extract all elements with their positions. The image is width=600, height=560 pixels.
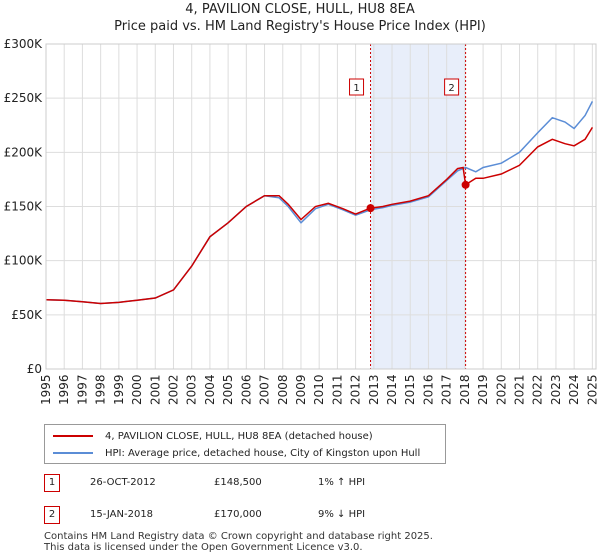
- x-tick-label: 2001: [148, 374, 162, 405]
- price-chart: 1 2 £0 £50K £100K £150K £200K £250K £300K 1995 199…: [4, 37, 600, 405]
- x-tick-label: 2006: [239, 374, 253, 405]
- x-tick-label: 2016: [421, 374, 435, 405]
- transaction-date: 15-JAN-2018: [90, 509, 154, 520]
- x-tick-label: 1997: [75, 374, 89, 405]
- y-tick-label: £100K: [4, 254, 44, 268]
- x-tick-label: 1995: [39, 374, 53, 405]
- y-tick-label: £300K: [4, 37, 44, 51]
- legend-label-hpi: HPI: Average price, detached house, City…: [105, 447, 421, 459]
- x-tick-label: 2000: [130, 374, 144, 405]
- x-tick-label: 2010: [312, 374, 326, 405]
- x-tick-label: 2009: [294, 374, 308, 405]
- transaction-row: 1 26-OCT-2012 £148,500 1% ↑ HPI: [44, 474, 584, 492]
- marker-label: 2: [448, 83, 454, 94]
- transaction-hpi-change: 9% ↓ HPI: [318, 509, 366, 520]
- transaction-price: £148,500: [214, 477, 262, 488]
- y-tick-label: £50K: [11, 308, 43, 322]
- sale-point: [461, 180, 470, 189]
- x-tick-label: 2022: [531, 374, 545, 405]
- y-tick-label: £150K: [4, 200, 44, 214]
- x-tick-label: 2005: [221, 374, 235, 405]
- x-tick-label: 2017: [440, 374, 454, 405]
- footer-copyright: Contains HM Land Registry data © Crown c…: [44, 531, 433, 542]
- transaction-marker: 2: [44, 506, 60, 524]
- transaction-hpi-change: 1% ↑ HPI: [318, 477, 366, 488]
- transaction-date: 26-OCT-2012: [90, 477, 156, 488]
- marker-label: 1: [353, 83, 359, 94]
- legend-swatch-property: [53, 435, 93, 437]
- x-tick-label: 2019: [476, 374, 490, 405]
- x-tick-label: 2003: [185, 374, 199, 405]
- chart-title: 4, PAVILION CLOSE, HULL, HU8 8EA: [185, 2, 415, 17]
- x-tick-label: 2021: [513, 374, 527, 405]
- transaction-price: £170,000: [214, 509, 262, 520]
- x-tick-label: 2002: [166, 374, 180, 405]
- marker-box: [349, 78, 365, 96]
- chart-legend: 4, PAVILION CLOSE, HULL, HU8 8EA (detach…: [44, 424, 446, 464]
- legend-swatch-hpi: [53, 452, 93, 454]
- footer-license: This data is licensed under the Open Gov…: [44, 542, 363, 553]
- x-tick-label: 2011: [330, 374, 344, 405]
- property-price-line: [45, 127, 594, 305]
- x-tick-label: 2020: [494, 374, 508, 405]
- marker-box: [444, 78, 460, 96]
- x-tick-label: 2023: [549, 374, 563, 405]
- x-tick-label: 2024: [567, 374, 581, 405]
- footer: Contains HM Land Registry data © Crown c…: [44, 531, 433, 553]
- x-tick-label: 2012: [349, 374, 363, 405]
- chart-subtitle: Price paid vs. HM Land Registry's House …: [114, 19, 486, 34]
- y-tick-label: £200K: [4, 145, 44, 159]
- x-tick-label: 2007: [258, 374, 272, 405]
- x-tick-label: 1998: [94, 374, 108, 405]
- x-tick-label: 2013: [367, 374, 381, 405]
- legend-label-property: 4, PAVILION CLOSE, HULL, HU8 8EA (detach…: [105, 430, 373, 442]
- x-tick-label: 2014: [385, 374, 399, 405]
- transaction-marker: 1: [44, 474, 60, 492]
- x-tick-label: 1999: [112, 374, 126, 405]
- transaction-row: 2 15-JAN-2018 £170,000 9% ↓ HPI: [44, 506, 584, 524]
- x-tick-label: 2008: [276, 374, 290, 405]
- y-tick-label: £0: [27, 362, 42, 376]
- x-tick-label: 2025: [585, 374, 599, 405]
- plot-frame: [45, 43, 597, 370]
- x-tick-label: 2018: [458, 374, 472, 405]
- sale-point: [366, 204, 375, 213]
- x-tick-label: 2004: [203, 374, 217, 405]
- legend-item-hpi: HPI: Average price, detached house, City…: [53, 445, 420, 461]
- x-tick-label: 1996: [57, 374, 71, 405]
- x-tick-label: 2015: [403, 374, 417, 405]
- y-tick-label: £250K: [4, 91, 44, 105]
- legend-item-property: 4, PAVILION CLOSE, HULL, HU8 8EA (detach…: [53, 428, 373, 444]
